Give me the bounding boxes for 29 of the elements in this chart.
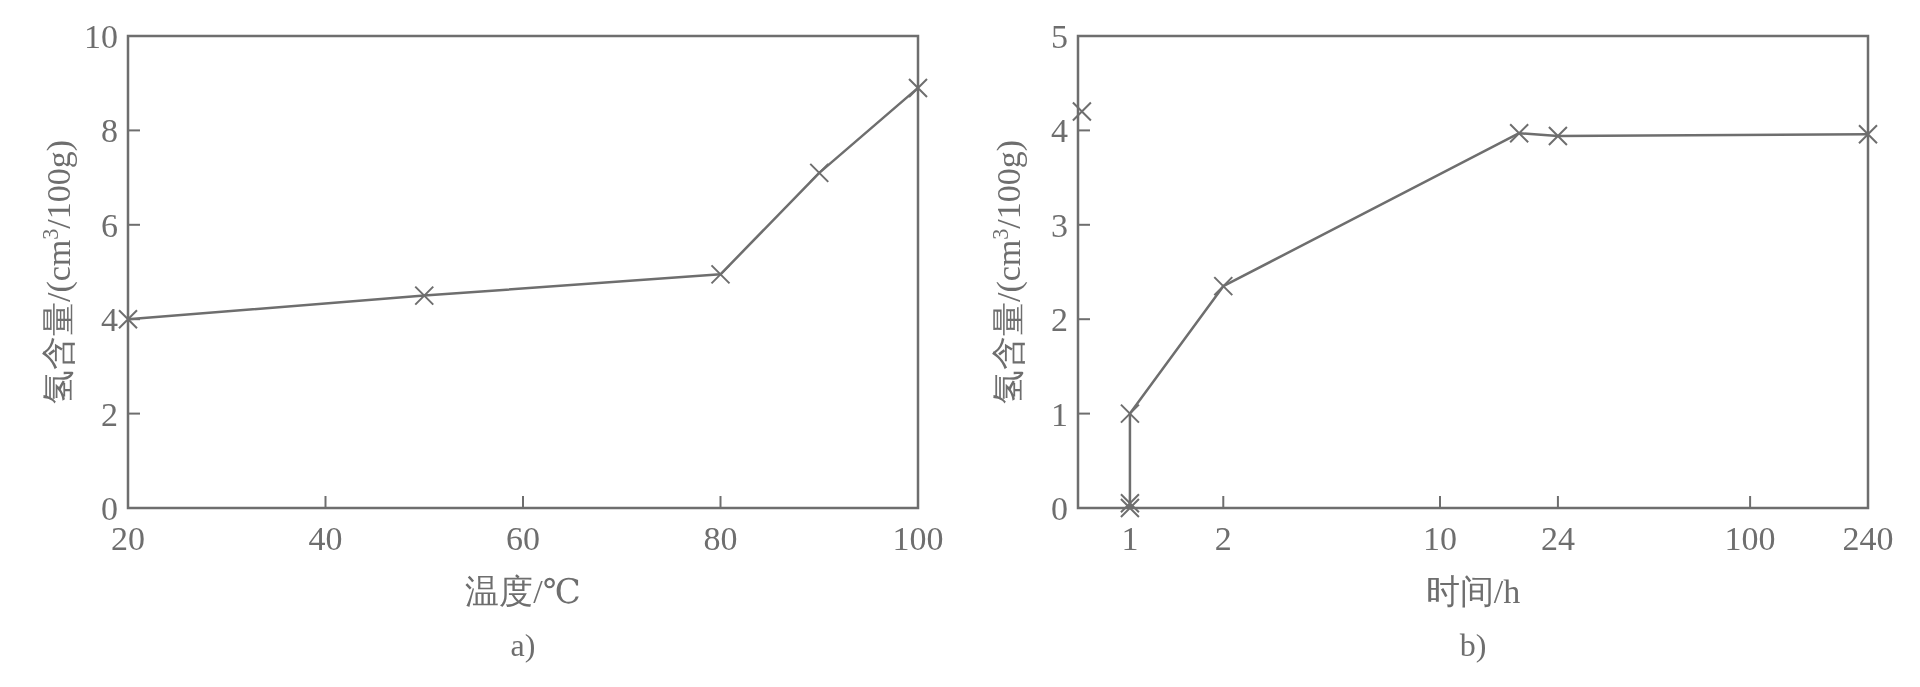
y-tick-label: 4 <box>101 301 118 339</box>
x-tick-label: 60 <box>506 520 540 557</box>
x-tick-label: 240 <box>1842 520 1894 557</box>
x-tick-label: 80 <box>703 520 738 557</box>
y-tick-label: 1 <box>1051 395 1068 433</box>
point <box>414 285 435 306</box>
x-tick-label: 1 <box>1121 520 1139 557</box>
y-tick-label: 2 <box>101 395 118 433</box>
text: a) <box>510 627 536 663</box>
y-tick-label: 2 <box>1051 301 1068 339</box>
x-axis-title: 温度/℃ <box>465 573 581 610</box>
x-axis-title: 时间/h <box>1425 573 1521 610</box>
x-tick-label: 24 <box>1540 520 1575 557</box>
y-tick-label: 8 <box>101 112 118 150</box>
y-tick-label: 6 <box>101 206 118 244</box>
text: b) <box>1459 627 1487 663</box>
x-tick-label: 100 <box>892 520 944 557</box>
x-tick-label: 100 <box>1724 520 1776 557</box>
y-tick-label: 5 <box>1051 18 1068 55</box>
y-tick-label: 3 <box>1051 206 1068 244</box>
x-tick-label: 2 <box>1214 520 1232 557</box>
y-tick-label: 4 <box>1051 112 1068 150</box>
y-tick-label: 10 <box>84 18 118 55</box>
y-tick-label: 0 <box>1051 490 1068 527</box>
point <box>908 77 928 98</box>
x-tick-label: 10 <box>1423 520 1458 557</box>
point <box>710 264 731 285</box>
x-tick-label: 40 <box>308 520 343 557</box>
point <box>809 162 830 183</box>
